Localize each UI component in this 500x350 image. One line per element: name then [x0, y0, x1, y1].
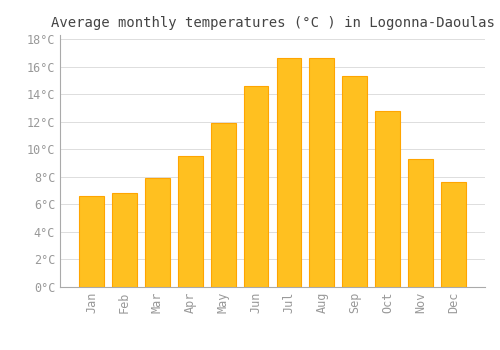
Bar [408, 159, 433, 287]
Bar [211, 123, 236, 287]
Bar [145, 178, 170, 287]
Bar [376, 111, 400, 287]
Bar [244, 86, 268, 287]
Bar [112, 193, 137, 287]
Bar [342, 76, 367, 287]
Bar [80, 196, 104, 287]
Bar [178, 156, 203, 287]
Bar [310, 58, 334, 287]
Bar [276, 58, 301, 287]
Bar [441, 182, 466, 287]
Title: Average monthly temperatures (°C ) in Logonna-Daoulas: Average monthly temperatures (°C ) in Lo… [50, 16, 494, 30]
